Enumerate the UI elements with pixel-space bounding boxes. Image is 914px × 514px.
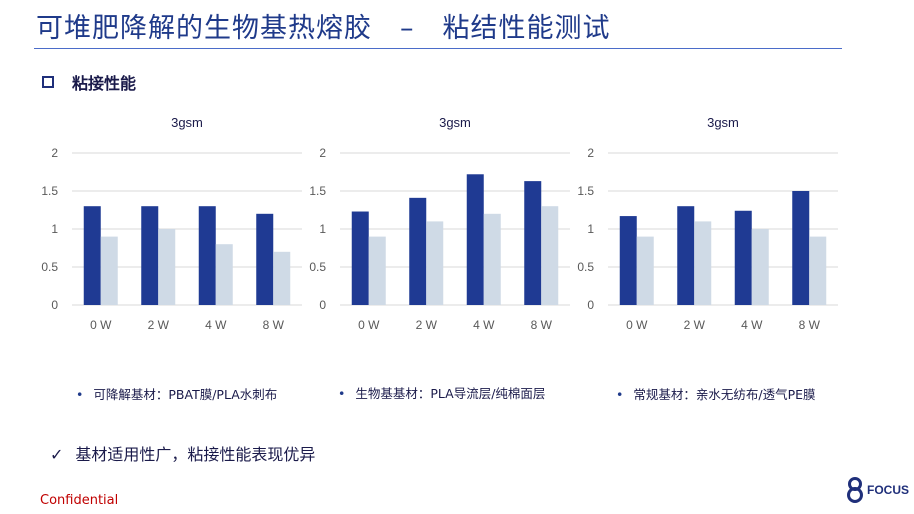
- y-tick-label: 0.5: [41, 260, 58, 274]
- caption-conventional-text: 常规基材：亲水无纺布/透气PE膜: [633, 387, 816, 402]
- control-bar: [541, 206, 559, 305]
- section-heading-text: 粘接性能: [72, 74, 137, 93]
- bullet-icon: •: [338, 386, 346, 401]
- bullet-icon: •: [76, 387, 84, 402]
- chart-title: 3gsm: [171, 115, 203, 130]
- control-bar: [751, 229, 769, 305]
- bio-bar: [198, 206, 216, 305]
- control-bar: [100, 236, 118, 305]
- control-bar: [809, 236, 827, 305]
- x-tick-label: 4 W: [205, 318, 227, 332]
- control-bar: [694, 221, 712, 305]
- summary-line: ✓ 基材适用性广，粘接性能表现优异: [50, 441, 315, 465]
- caption-conventional: • 常规基材：亲水无纺布/透气PE膜: [616, 384, 816, 403]
- y-tick-label: 1: [51, 222, 58, 236]
- chart-title: 3gsm: [707, 115, 739, 130]
- caption-degradable: • 可降解基材：PBAT膜/PLA水刺布: [76, 384, 277, 403]
- x-tick-label: 2 W: [148, 318, 170, 332]
- control-bar: [426, 221, 444, 305]
- bio-bar: [524, 181, 542, 305]
- y-tick-label: 1: [319, 222, 326, 236]
- control-bar: [368, 236, 386, 305]
- y-tick-label: 0.5: [577, 260, 594, 274]
- section-heading: 粘接性能: [42, 70, 136, 94]
- bio-bar: [83, 206, 101, 305]
- focus-logo: FOCUS: [845, 476, 909, 504]
- x-tick-label: 0 W: [626, 318, 648, 332]
- bio-bar: [409, 197, 427, 305]
- y-tick-label: 1.5: [41, 184, 58, 198]
- y-tick-label: 2: [587, 146, 594, 160]
- x-tick-label: 8 W: [263, 318, 285, 332]
- bio-bar: [256, 213, 274, 305]
- x-tick-label: 0 W: [358, 318, 380, 332]
- bio-bar: [351, 211, 369, 305]
- control-bar: [158, 229, 176, 305]
- x-tick-label: 8 W: [799, 318, 821, 332]
- y-tick-label: 1.5: [577, 184, 594, 198]
- control-bar: [215, 244, 233, 305]
- caption-biobased: • 生物基基材：PLA导流层/纯棉面层: [338, 383, 545, 402]
- bullet-icon: •: [616, 387, 624, 402]
- x-tick-label: 4 W: [741, 318, 763, 332]
- bio-bar: [466, 174, 484, 305]
- y-tick-label: 0: [319, 298, 326, 312]
- bio-bar: [619, 216, 637, 305]
- y-tick-label: 1: [587, 222, 594, 236]
- x-tick-label: 2 W: [416, 318, 438, 332]
- y-tick-label: 0.5: [309, 260, 326, 274]
- focus-logo-icon: [847, 477, 863, 503]
- bio-bar: [792, 191, 810, 305]
- checkmark-icon: ✓: [50, 445, 64, 464]
- bio-bar: [734, 210, 752, 305]
- x-tick-label: 8 W: [531, 318, 553, 332]
- caption-biobased-text: 生物基基材：PLA导流层/纯棉面层: [355, 386, 546, 401]
- chart-title: 3gsm: [439, 115, 471, 130]
- caption-degradable-text: 可降解基材：PBAT膜/PLA水刺布: [93, 387, 278, 402]
- square-bullet-icon: [42, 76, 54, 88]
- control-bar: [636, 236, 654, 305]
- x-tick-label: 2 W: [684, 318, 706, 332]
- bio-bar: [141, 206, 159, 305]
- y-tick-label: 0: [587, 298, 594, 312]
- y-tick-label: 1.5: [309, 184, 326, 198]
- y-tick-label: 2: [319, 146, 326, 160]
- y-tick-label: 0: [51, 298, 58, 312]
- control-bar: [483, 213, 501, 305]
- summary-text: 基材适用性广，粘接性能表现优异: [75, 445, 316, 464]
- control-bar: [273, 251, 291, 305]
- title-divider: [34, 48, 842, 49]
- focus-logo-text: FOCUS: [867, 483, 909, 497]
- x-tick-label: 0 W: [90, 318, 112, 332]
- page-title: 可堆肥降解的生物基热熔胶 – 粘结性能测试: [36, 13, 611, 44]
- y-tick-label: 2: [51, 146, 58, 160]
- confidential-label: Confidential: [40, 493, 119, 508]
- x-tick-label: 4 W: [473, 318, 495, 332]
- bio-bar: [677, 206, 695, 305]
